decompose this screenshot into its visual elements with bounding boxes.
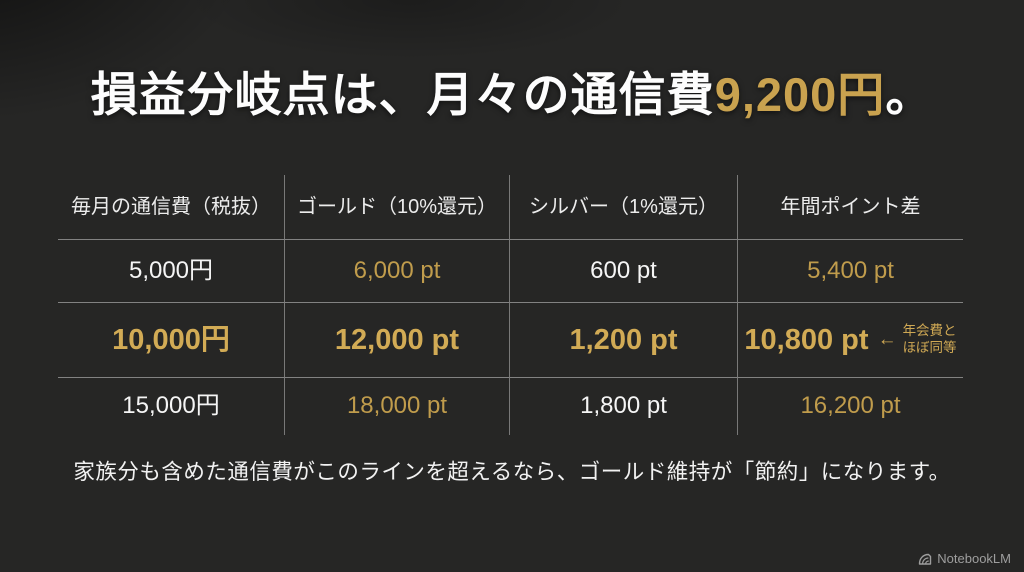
annotation-text: 年会費と ほぼ同等 bbox=[903, 323, 957, 357]
row1-monthly-fee: 5,000円 bbox=[58, 240, 285, 303]
annual-fee-annotation: ← 年会費と ほぼ同等 bbox=[878, 323, 957, 357]
left-arrow-icon: ← bbox=[877, 329, 897, 351]
title-highlight-amount: 9,200円 bbox=[714, 68, 886, 121]
row3-gold-points: 18,000 pt bbox=[285, 378, 510, 435]
row2-point-diff-value: 10,800 pt bbox=[744, 323, 869, 356]
header-silver-card: シルバー（1%還元） bbox=[510, 175, 738, 240]
notebooklm-logo-icon bbox=[918, 553, 932, 565]
annotation-line1: 年会費と bbox=[902, 323, 957, 339]
row2-point-diff-wrap: 10,800 pt ← 年会費と ほぼ同等 bbox=[744, 323, 956, 358]
row1-point-diff: 5,400 pt bbox=[738, 240, 963, 303]
points-comparison-table: 毎月の通信費（税抜） ゴールド（10%還元） シルバー（1%還元） 年間ポイント… bbox=[58, 175, 963, 435]
row2-silver-points: 1,200 pt bbox=[510, 303, 738, 378]
watermark: NotebookLM bbox=[918, 551, 1011, 566]
bottom-note: 家族分も含めた通信費がこのラインを超えるなら、ゴールド維持が「節約」になります。 bbox=[73, 460, 951, 484]
row3-silver-points: 1,800 pt bbox=[510, 378, 738, 435]
row2-point-diff: 10,800 pt ← 年会費と ほぼ同等 bbox=[738, 303, 963, 378]
header-annual-point-diff: 年間ポイント差 bbox=[738, 175, 963, 240]
row2-gold-points-value: 12,000 pt bbox=[334, 323, 460, 356]
row2-gold-points: 12,000 pt bbox=[285, 303, 510, 378]
row2-monthly-fee: 10,000円 bbox=[58, 303, 285, 378]
header-gold-card: ゴールド（10%還元） bbox=[285, 175, 510, 240]
title-prefix: 損益分岐点は、月々の通信費 bbox=[90, 68, 715, 121]
row3-monthly-fee: 15,000円 bbox=[58, 378, 285, 435]
watermark-label: NotebookLM bbox=[937, 551, 1011, 566]
page-title: 損益分岐点は、月々の通信費9,200円。 bbox=[0, 56, 1024, 125]
header-monthly-fee: 毎月の通信費（税抜） bbox=[58, 175, 285, 240]
row2-monthly-fee-value: 10,000円 bbox=[112, 323, 230, 356]
title-suffix: 。 bbox=[885, 68, 934, 121]
annotation-line2: ほぼ同等 bbox=[902, 339, 957, 355]
row2-silver-points-value: 1,200 pt bbox=[569, 323, 678, 356]
row3-point-diff: 16,200 pt bbox=[800, 392, 901, 420]
row1-gold-points: 6,000 pt bbox=[285, 240, 510, 303]
row1-silver-points: 600 pt bbox=[510, 240, 738, 303]
